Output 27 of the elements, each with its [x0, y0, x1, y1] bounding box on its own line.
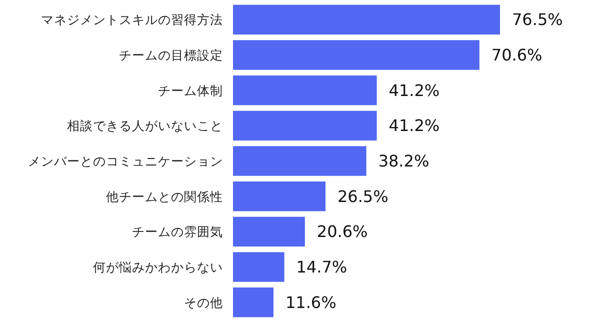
data-label: 11.6%: [285, 292, 336, 312]
data-label: 20.6%: [316, 222, 368, 242]
data-label: 41.2%: [388, 116, 440, 136]
bar: [233, 181, 326, 212]
bar: [233, 216, 305, 247]
data-label: 14.7%: [296, 258, 348, 276]
bar: [233, 4, 500, 35]
bar: [233, 75, 377, 106]
y-tick-label: 他チームとの関係性: [106, 188, 223, 204]
y-tick-label: チーム体制: [158, 82, 223, 98]
y-tick-label: チームの雰囲気: [132, 224, 223, 240]
y-tick-label: メンバーとのコミュニケーション: [28, 154, 223, 168]
y-tick-label: チームの目標設定: [119, 48, 223, 62]
data-label: 38.2%: [378, 152, 430, 170]
data-label: 41.2%: [388, 80, 440, 100]
bar: [233, 110, 377, 141]
bar: [233, 252, 284, 282]
data-label: 26.5%: [337, 186, 388, 206]
y-tick-label: 何が悩みかわからない: [93, 260, 223, 274]
bar: [233, 287, 274, 318]
bar: [233, 40, 480, 70]
y-tick-label: マネジメントスキルの習得方法: [41, 12, 223, 28]
y-tick-label: 相談できる人がいないこと: [67, 118, 223, 134]
data-label: 76.5%: [512, 10, 563, 30]
data-label: 70.6%: [491, 46, 542, 64]
y-tick-label: その他: [184, 294, 223, 310]
bar: [233, 146, 366, 176]
